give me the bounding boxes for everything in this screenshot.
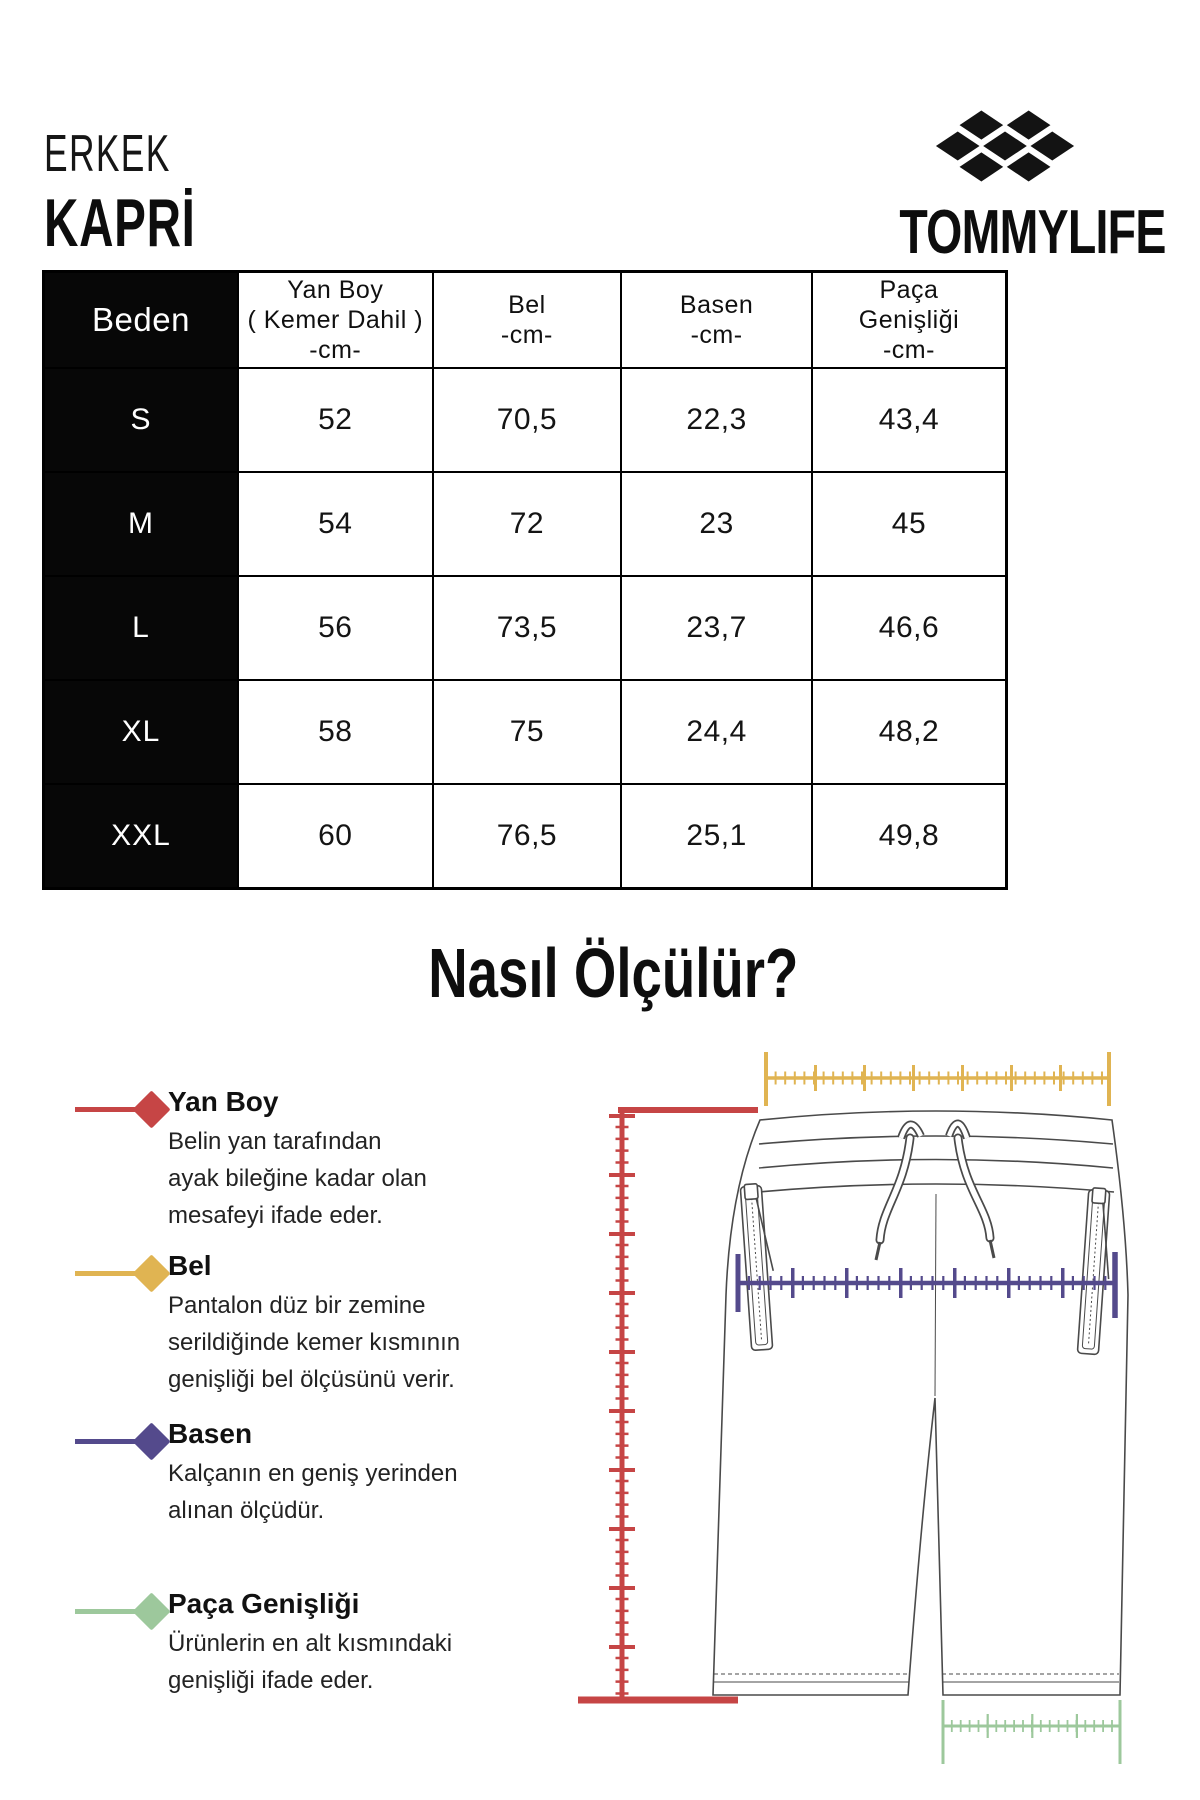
legend-item-yan-boy: Yan Boy Belin yan tarafından ayak bileği… <box>75 1086 545 1234</box>
column-header-paca-genisligi: Paça Genişliği -cm- <box>810 270 1008 369</box>
how-to-measure-title: Nasıl Ölçülür? <box>427 934 799 1012</box>
yan-boy-marker-icon <box>75 1086 180 1134</box>
size-label: XL <box>42 679 240 785</box>
diamond-icon <box>132 1422 171 1461</box>
legend-item-paca-genisligi: Paça Genişliği Ürünlerin en alt kısmında… <box>75 1588 545 1699</box>
cell-value: 58 <box>237 679 434 785</box>
waistband-line <box>758 1135 1114 1145</box>
cell-value: 72 <box>431 471 623 577</box>
cell-value: 56 <box>237 575 434 681</box>
cell-value: 49,8 <box>810 783 1008 889</box>
marker-line <box>75 1609 147 1614</box>
table-row: S 52 70,5 22,3 43,4 <box>42 367 1008 473</box>
paca-genisligi-ruler <box>941 1700 1122 1764</box>
diamond-icon <box>132 1592 171 1631</box>
column-header-bel: Bel -cm- <box>431 270 623 369</box>
drawstring <box>874 1119 996 1261</box>
product-name: KAPRİ <box>44 185 196 261</box>
size-chart-table: Beden Yan Boy ( Kemer Dahil ) -cm- Bel -… <box>42 270 1008 890</box>
cell-value: 52 <box>237 367 434 473</box>
cell-value: 76,5 <box>431 783 623 889</box>
legend-title: Basen <box>168 1418 253 1449</box>
basen-marker-icon <box>75 1418 180 1466</box>
product-title-block: ERKEK KAPRİ <box>44 128 261 257</box>
legend-item-basen: Basen Kalçanın en geniş yerinden alınan … <box>75 1418 545 1529</box>
capri-pants-drawing <box>712 1110 1129 1696</box>
waistband-line <box>758 1158 1114 1169</box>
zipper-pocket-right <box>1076 1187 1111 1356</box>
cell-value: 46,6 <box>810 575 1008 681</box>
zipper-pocket-left <box>739 1183 775 1352</box>
marker-line <box>75 1439 147 1444</box>
table-row: L 56 73,5 23,7 46,6 <box>42 575 1008 681</box>
product-category: ERKEK <box>44 125 171 183</box>
legend-title: Yan Boy <box>168 1086 279 1117</box>
cell-value: 24,4 <box>620 679 813 785</box>
cell-value: 73,5 <box>431 575 623 681</box>
size-label: S <box>42 367 240 473</box>
pants-silhouette <box>712 1110 1129 1696</box>
diamond-icon <box>132 1254 171 1293</box>
waistband-line <box>757 1183 1115 1193</box>
basen-ruler <box>735 1252 1118 1318</box>
diamond-icon <box>132 1090 171 1129</box>
marker-line <box>75 1107 147 1112</box>
cell-value: 54 <box>237 471 434 577</box>
cell-value: 70,5 <box>431 367 623 473</box>
cell-value: 75 <box>431 679 623 785</box>
cell-value: 23 <box>620 471 813 577</box>
bel-ruler <box>764 1052 1111 1106</box>
size-label: M <box>42 471 240 577</box>
legend-description: Belin yan tarafından ayak bileğine kadar… <box>168 1128 427 1229</box>
column-header-yan-boy: Yan Boy ( Kemer Dahil ) -cm- <box>237 270 434 369</box>
cell-value: 25,1 <box>620 783 813 889</box>
size-label: L <box>42 575 240 681</box>
table-header-row: Beden Yan Boy ( Kemer Dahil ) -cm- Bel -… <box>42 270 1008 369</box>
table-row: XL 58 75 24,4 48,2 <box>42 679 1008 785</box>
cell-value: 45 <box>810 471 1008 577</box>
brand-block: TOMMYLIFE <box>855 100 1166 264</box>
size-label: XXL <box>42 783 240 889</box>
legend-description: Pantalon düz bir zemine serildiğinde kem… <box>168 1292 461 1393</box>
cell-value: 48,2 <box>810 679 1008 785</box>
how-to-measure-diagram <box>578 1052 1129 1764</box>
table-row: M 54 72 23 45 <box>42 471 1008 577</box>
legend-title: Paça Genişliği <box>168 1588 360 1619</box>
bel-marker-icon <box>75 1250 180 1298</box>
legend-item-bel: Bel Pantalon düz bir zemine serildiğinde… <box>75 1250 545 1398</box>
legend-title: Bel <box>168 1250 212 1281</box>
cell-value: 43,4 <box>810 367 1008 473</box>
yan-boy-ruler <box>578 1107 758 1704</box>
legend-description: Ürünlerin en alt kısmındaki genişliği if… <box>168 1630 453 1694</box>
cell-value: 22,3 <box>620 367 813 473</box>
cell-value: 23,7 <box>620 575 813 681</box>
column-header-beden: Beden <box>42 270 240 369</box>
table-row: XXL 60 76,5 25,1 49,8 <box>42 783 1008 889</box>
cell-value: 60 <box>237 783 434 889</box>
legend-description: Kalçanın en geniş yerinden alınan ölçüdü… <box>168 1460 458 1524</box>
fly-seam <box>934 1193 937 1397</box>
tommylife-diamonds-logo-icon <box>935 110 1075 182</box>
marker-line <box>75 1271 147 1276</box>
column-header-basen: Basen -cm- <box>620 270 813 369</box>
paca-genisligi-marker-icon <box>75 1588 180 1636</box>
brand-name: TOMMYLIFE <box>899 198 1166 267</box>
